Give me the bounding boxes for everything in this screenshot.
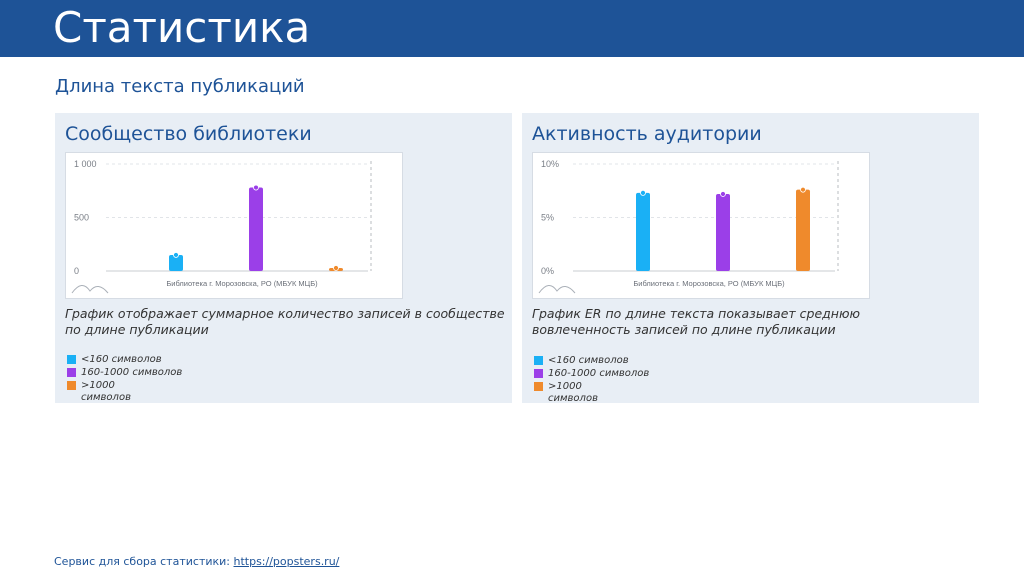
page-title: Статистика <box>53 3 311 52</box>
wave-logo-icon <box>71 285 109 294</box>
y-tick-label: 1 000 <box>74 159 97 169</box>
bar <box>249 187 263 271</box>
legend-item: 160-1000 символов <box>67 367 267 380</box>
legend-label: <160 символов <box>548 355 629 366</box>
chart-description: График ER по длине текста показывает сре… <box>532 306 972 338</box>
panel-audience-activity: Активность аудитории 10% 5% 0% Библиотека г… <box>522 113 979 403</box>
title-bar: Статистика <box>0 0 1024 57</box>
panel-title: Сообщество библиотеки <box>65 123 312 145</box>
panel-title: Активность аудитории <box>532 123 762 145</box>
description-line: График ER по длине текста показывает сре… <box>532 306 861 321</box>
chart-svg: 1 000 500 0 Библиотека г. Морозовска, РО (М… <box>71 159 372 294</box>
x-axis-label: Библиотека г. Морозовска, РО (МБУК МЦБ) <box>633 279 785 288</box>
bar <box>716 193 730 271</box>
section-title: Длина текста публикаций <box>55 76 305 97</box>
bar <box>796 189 810 271</box>
y-tick-label: 5% <box>541 213 554 223</box>
legend-label: <160 символов <box>81 354 162 365</box>
y-tick-label: 0 <box>74 266 79 276</box>
legend-item: 160-1000 символов <box>534 368 734 381</box>
y-tick-label: 500 <box>74 213 89 223</box>
bar-point <box>720 191 726 197</box>
legend-item: >1000 символов <box>67 380 267 403</box>
footer: Сервис для сбора статистики: https://pop… <box>54 555 339 569</box>
chart-post-count: 1 000 500 0 Библиотека г. Морозовска, РО (М… <box>65 152 403 299</box>
legend-swatch <box>67 368 76 377</box>
footer-text: Сервис для сбора статистики: <box>54 555 234 568</box>
bar-point <box>253 184 259 191</box>
y-tick-label: 0% <box>541 266 554 276</box>
bar <box>636 192 650 271</box>
wave-logo-icon <box>538 285 576 294</box>
legend-swatch <box>534 369 543 378</box>
panel-community: Сообщество библиотеки 1 000 500 0 Библиотек… <box>55 113 512 403</box>
legend-swatch <box>534 356 543 365</box>
legend-item: <160 символов <box>534 355 734 368</box>
legend-item: >1000 символов <box>534 381 734 403</box>
legend-swatch <box>67 355 76 364</box>
chart-description: График отображает суммарное количество з… <box>65 306 505 338</box>
bar-point <box>800 186 806 193</box>
legend-label: >1000 символов <box>81 380 131 403</box>
description-line: График отображает суммарное количество з… <box>65 306 505 321</box>
bar-point <box>333 265 339 271</box>
footer-link[interactable]: https://popsters.ru/ <box>233 555 340 568</box>
chart-er: 10% 5% 0% Библиотека г. Морозовска, РО (МБУ… <box>532 152 870 299</box>
x-axis-label: Библиотека г. Морозовска, РО (МБУК МЦБ) <box>166 279 318 288</box>
description-line: вовлеченность записей по длине публикаци… <box>532 322 836 337</box>
legend: <160 символов 160-1000 символов >1000 си… <box>534 355 734 403</box>
legend: <160 символов 160-1000 символов >1000 си… <box>67 354 267 403</box>
legend-swatch <box>534 382 543 391</box>
y-tick-label: 10% <box>541 159 559 169</box>
bar-point <box>640 189 646 196</box>
legend-label: >1000 символов <box>548 381 598 403</box>
legend-swatch <box>67 381 76 390</box>
bar <box>169 254 183 271</box>
description-line: по длине публикации <box>65 322 209 337</box>
legend-label: 160-1000 символов <box>81 367 183 378</box>
legend-item: <160 символов <box>67 354 267 367</box>
bar-point <box>173 252 179 258</box>
legend-label: 160-1000 символов <box>548 368 650 379</box>
chart-svg: 10% 5% 0% Библиотека г. Морозовска, РО (МБУ… <box>538 159 839 294</box>
